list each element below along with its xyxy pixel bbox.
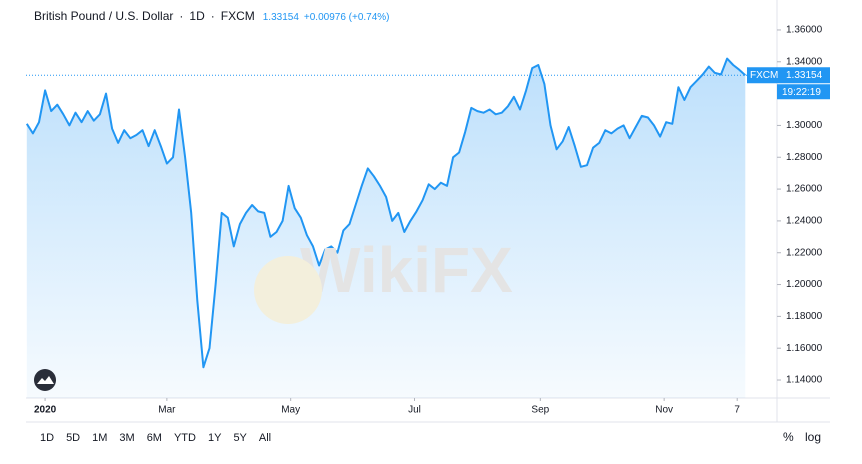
x-tick-label: Sep — [531, 405, 549, 416]
range-button[interactable]: All — [259, 432, 271, 444]
toolbar: 1D 5D 1M 3M 6M YTD 1Y 5Y All% log — [40, 430, 821, 444]
x-tick-label: May — [281, 405, 300, 416]
interval: 1D — [189, 9, 205, 23]
price-line — [25, 57, 746, 369]
y-tick-label: 1.30000 — [786, 120, 823, 131]
y-tick-label: 1.26000 — [786, 184, 823, 195]
symbol: British Pound / U.S. Dollar — [34, 9, 173, 23]
change: +0.00976 (+0.74%) — [304, 12, 390, 23]
range-button[interactable]: 6M — [147, 432, 162, 444]
y-tick-label: 1.16000 — [786, 343, 823, 354]
range-button[interactable]: 3M — [119, 432, 134, 444]
countdown-badge — [777, 84, 830, 100]
range-button[interactable]: 5Y — [233, 432, 247, 444]
badge-exchange: FXCM — [750, 70, 778, 81]
x-tick-label: 7 — [734, 405, 740, 416]
x-tick-label: Mar — [158, 405, 176, 416]
range-button[interactable]: 1M — [92, 432, 107, 444]
price-badge — [747, 67, 830, 84]
y-tick-label: 1.22000 — [786, 247, 823, 258]
x-tick-label: Nov — [655, 405, 673, 416]
y-tick-label: 1.34000 — [786, 56, 823, 67]
y-tick-label: 1.28000 — [786, 152, 823, 163]
range-button[interactable]: 1Y — [208, 432, 222, 444]
watermark-logo — [254, 256, 322, 324]
exchange: FXCM — [221, 9, 255, 23]
plot — [25, 57, 746, 398]
logo — [34, 369, 56, 391]
badge-price: 1.33154 — [786, 70, 823, 81]
area-fill — [26, 58, 746, 398]
range-button[interactable]: YTD — [174, 432, 196, 444]
range-button[interactable]: 5D — [66, 432, 80, 444]
y-tick-label: 1.18000 — [786, 311, 823, 322]
x-tick-label: 2020 — [34, 405, 57, 416]
countdown: 19:22:19 — [782, 87, 821, 98]
y-tick-label: 1.36000 — [786, 25, 823, 36]
y-tick-label: 1.14000 — [786, 375, 823, 386]
watermark: WikiFX — [300, 234, 513, 306]
x-tick-label: Jul — [408, 405, 421, 416]
range-button[interactable]: 1D — [40, 432, 54, 444]
log-toggle[interactable]: log — [805, 430, 821, 444]
y-tick-label: 1.20000 — [786, 279, 823, 290]
last-price: 1.33154 — [263, 12, 300, 23]
header-title: British Pound / U.S. Dollar · 1D · FXCM 1.331… — [34, 9, 390, 23]
percent-toggle[interactable]: % — [783, 430, 794, 444]
y-tick-label: 1.24000 — [786, 216, 823, 227]
